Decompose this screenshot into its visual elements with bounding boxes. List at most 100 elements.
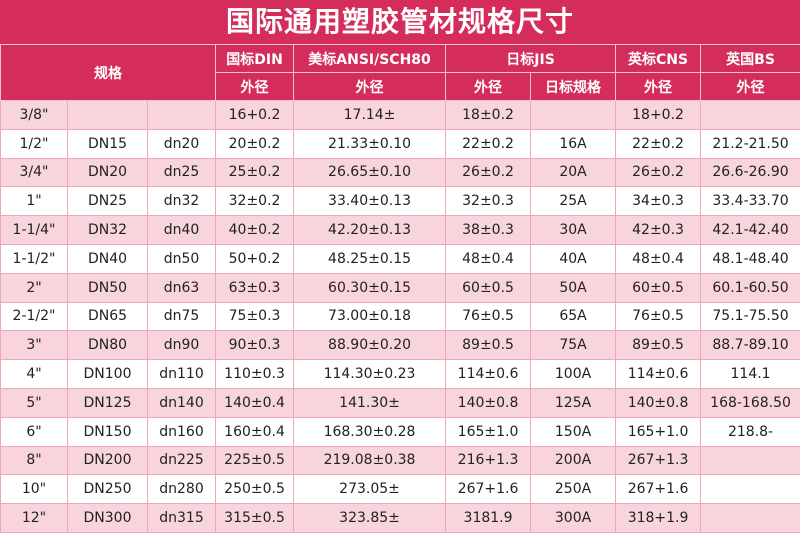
table-cell: 21.2-21.50 xyxy=(700,128,800,159)
table-cell: 33.4-33.70 xyxy=(700,186,800,217)
table-cell: 60±0.5 xyxy=(615,272,702,303)
table-cell: DN200 xyxy=(67,445,148,476)
table-cell: 1/2" xyxy=(0,128,68,159)
header-cell: 外径 xyxy=(615,72,702,101)
header-row: 规格 国标DIN 美标ANSI/SCH80 日标JIS 英标CNS 英国BS xyxy=(0,44,800,101)
table-cell: 32±0.2 xyxy=(215,186,295,217)
table-cell: 150A xyxy=(530,416,617,447)
table-cell: 10" xyxy=(0,474,68,505)
table-cell: 73.00±0.18 xyxy=(293,301,447,332)
table-row: 1-1/2" DN40 dn50 50+0.2 48.25±0.15 48±0.4 40A 4… xyxy=(0,243,800,274)
table-cell: 114±0.6 xyxy=(615,359,702,389)
table-cell: 5" xyxy=(0,387,68,418)
table-cell: dn160 xyxy=(146,416,217,447)
table-row: 1" DN25 dn32 32±0.2 33.40±0.13 32±0.3 25A 34±0.… xyxy=(0,186,800,217)
table-cell: dn20 xyxy=(146,128,217,159)
table-row: 3/4" DN20 dn25 25±0.2 26.65±0.10 26±0.2 20A 26±… xyxy=(0,157,800,188)
table-row: 2-1/2" DN65 dn75 75±0.3 73.00±0.18 76±0.5 65A 7… xyxy=(0,301,800,332)
table-cell: 30A xyxy=(530,215,617,245)
table-row: 6" DN150 dn160 160±0.4 168.30±0.28 165±1.0 150… xyxy=(0,416,800,447)
header-cell: 外径 xyxy=(215,72,295,101)
table-row: 3" DN80 dn90 90±0.3 88.90±0.20 89±0.5 75A 89±0.… xyxy=(0,330,800,361)
table-cell xyxy=(146,100,217,130)
table-cell: 89±0.5 xyxy=(615,330,702,361)
table-cell: 110±0.3 xyxy=(215,359,295,389)
table-cell: 6" xyxy=(0,416,68,447)
table-cell: DN40 xyxy=(67,243,148,274)
table-cell: 42.20±0.13 xyxy=(293,215,447,245)
table-cell xyxy=(67,100,148,130)
table-row: 3/8" 16+0.2 17.14± 18±0.2 18+0.2 xyxy=(0,100,800,130)
header-cell: 英标CNS xyxy=(615,44,702,73)
table-cell: 25A xyxy=(530,186,617,217)
table-cell: 50A xyxy=(530,272,617,303)
table-cell: 1-1/2" xyxy=(0,243,68,274)
table-cell: 250±0.5 xyxy=(215,474,295,505)
table-cell: 114.30±0.23 xyxy=(293,359,447,389)
table-cell: 219.08±0.38 xyxy=(293,445,447,476)
table-cell: dn25 xyxy=(146,157,217,188)
table-cell: dn40 xyxy=(146,215,217,245)
table-cell xyxy=(700,474,800,505)
table-cell: 26±0.2 xyxy=(445,157,532,188)
header-cell: 外径 xyxy=(445,72,532,101)
table-cell: dn225 xyxy=(146,445,217,476)
table-cell: 160±0.4 xyxy=(215,416,295,447)
table-cell: 200A xyxy=(530,445,617,476)
table-cell: 323.85± xyxy=(293,503,447,533)
table-cell: DN80 xyxy=(67,330,148,361)
table-cell: dn140 xyxy=(146,387,217,418)
table-cell: 16A xyxy=(530,128,617,159)
table-cell: 60±0.5 xyxy=(445,272,532,303)
table-cell: 165±1.0 xyxy=(445,416,532,447)
table-cell: 140±0.8 xyxy=(615,387,702,418)
table-cell: 18±0.2 xyxy=(445,100,532,130)
table-cell: dn280 xyxy=(146,474,217,505)
header-row: 外径 外径 外径 日标规格 外径 外径 xyxy=(1,72,800,101)
table-cell: 20±0.2 xyxy=(215,128,295,159)
table-cell: 2-1/2" xyxy=(0,301,68,332)
table-cell xyxy=(700,445,800,476)
table-cell: DN100 xyxy=(67,359,148,389)
table-cell: 26.6-26.90 xyxy=(700,157,800,188)
table-cell: 267+1.6 xyxy=(445,474,532,505)
table-cell: 48±0.4 xyxy=(445,243,532,274)
table-cell: 33.40±0.13 xyxy=(293,186,447,217)
table-row: 1-1/4" DN32 dn40 40±0.2 42.20±0.13 38±0.3 30A 4… xyxy=(0,215,800,245)
table-cell xyxy=(700,503,800,533)
header-cell: 英国BS xyxy=(700,44,800,73)
table-cell: 250A xyxy=(530,474,617,505)
table-row: 8" DN200 dn225 225±0.5 219.08±0.38 216+1.3 200… xyxy=(0,445,800,476)
table-cell: dn315 xyxy=(146,503,217,533)
table-cell: 3181.9 xyxy=(445,503,532,533)
table-cell: DN25 xyxy=(67,186,148,217)
table-cell: 140±0.8 xyxy=(445,387,532,418)
table-cell: DN300 xyxy=(67,503,148,533)
table-cell: 88.7-89.10 xyxy=(700,330,800,361)
table-cell: 75±0.3 xyxy=(215,301,295,332)
table-cell: 76±0.5 xyxy=(615,301,702,332)
table-cell: 48.25±0.15 xyxy=(293,243,447,274)
table-cell: 88.90±0.20 xyxy=(293,330,447,361)
table-row: 2" DN50 dn63 63±0.3 60.30±0.15 60±0.5 50A 60±0.… xyxy=(0,272,800,303)
table-cell: 17.14± xyxy=(293,100,447,130)
header-cell: 日标JIS xyxy=(445,44,617,73)
table-cell: 168-168.50 xyxy=(700,387,800,418)
table-cell: 26.65±0.10 xyxy=(293,157,447,188)
table-cell: 267+1.6 xyxy=(615,474,702,505)
table-cell: 1" xyxy=(0,186,68,217)
table-cell: 25±0.2 xyxy=(215,157,295,188)
table-cell: 318+1.9 xyxy=(615,503,702,533)
table-cell: 3/4" xyxy=(0,157,68,188)
table-cell: 141.30± xyxy=(293,387,447,418)
table-cell: 8" xyxy=(0,445,68,476)
table-cell: 60.1-60.50 xyxy=(700,272,800,303)
header-cell: 美标ANSI/SCH80 xyxy=(293,44,447,73)
table-row: 4" DN100 dn110 110±0.3 114.30±0.23 114±0.6 100… xyxy=(0,359,800,389)
spec-table: 规格 国标DIN 美标ANSI/SCH80 日标JIS 英标CNS 英国BS 外… xyxy=(0,44,800,533)
table-cell: 42.1-42.40 xyxy=(700,215,800,245)
table-cell: DN125 xyxy=(67,387,148,418)
table-cell: 48±0.4 xyxy=(615,243,702,274)
table-cell: 216+1.3 xyxy=(445,445,532,476)
